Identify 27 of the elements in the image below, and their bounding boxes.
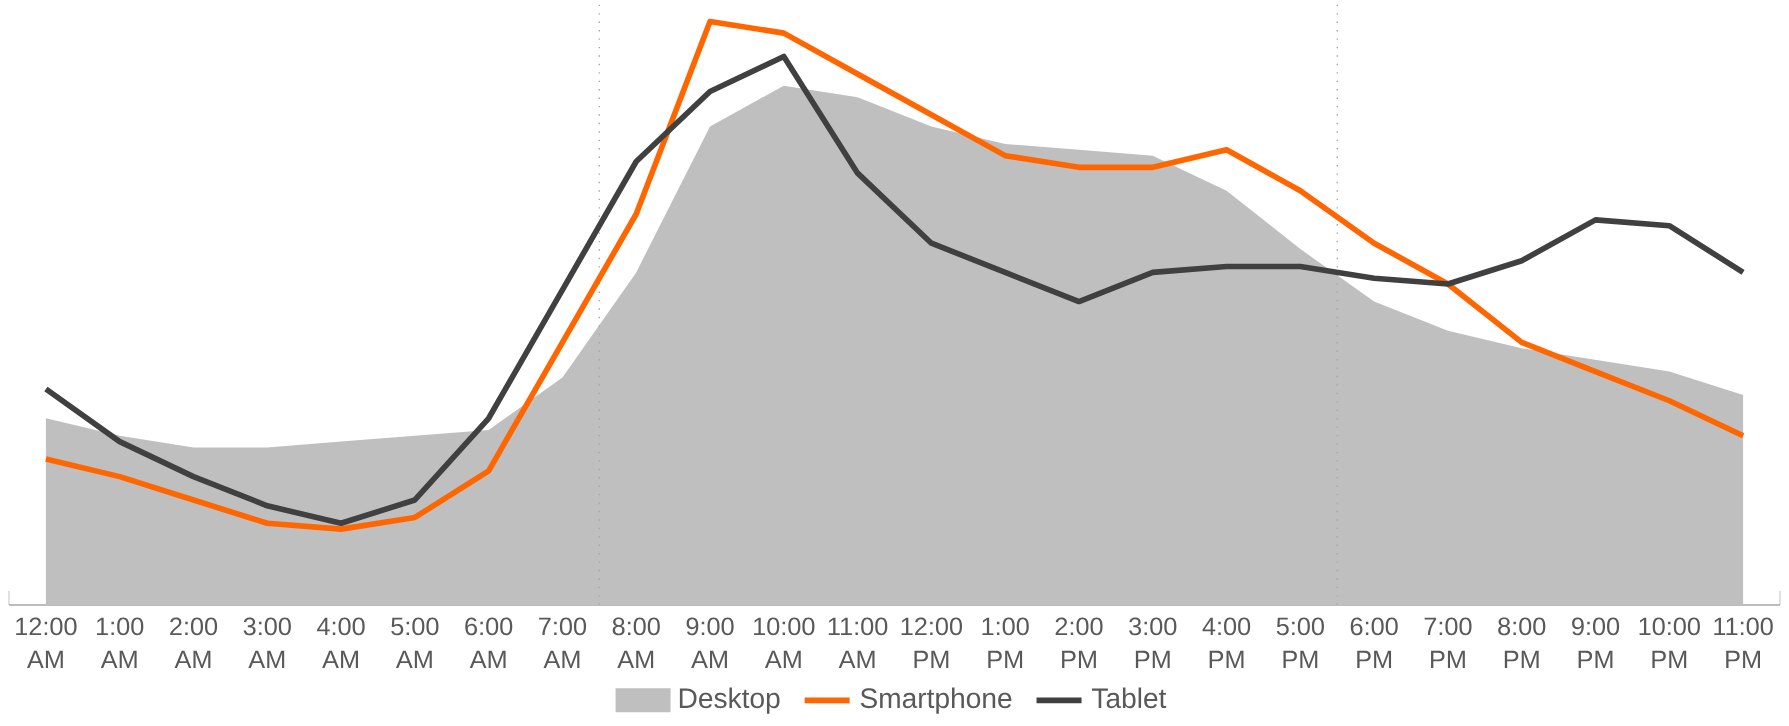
x-tick-label: 4:00 PM bbox=[1202, 617, 1251, 669]
x-tick-label: 2:00 AM bbox=[170, 617, 218, 669]
x-tick-label: 9:00 PM bbox=[1572, 617, 1620, 669]
x-tick-label: 3:00 AM bbox=[243, 617, 291, 669]
x-tick-label: 6:00 PM bbox=[1350, 617, 1398, 669]
x-tick-label: 1:00 PM bbox=[982, 617, 1029, 669]
x-tick-label: 8:00 AM bbox=[612, 617, 660, 669]
legend-label: Desktop bbox=[679, 687, 780, 714]
legend-label: Tablet bbox=[1091, 687, 1167, 709]
x-tick-label: 4:00 AM bbox=[317, 617, 365, 669]
x-tick-label: 2:00 PM bbox=[1055, 617, 1103, 669]
x-tick-label: 10:00 PM bbox=[1639, 617, 1700, 669]
x-tick-label: 12:00 AM bbox=[16, 617, 77, 669]
x-tick-label: 7:00 AM bbox=[539, 617, 587, 669]
x-tick-label: 6:00 AM bbox=[465, 617, 513, 669]
x-tick-label: 11:00 PM bbox=[1714, 617, 1773, 669]
x-tick-label: 1:00 AM bbox=[97, 617, 144, 669]
x-tick-label: 5:00 PM bbox=[1276, 617, 1324, 669]
x-tick-label: 10:00 AM bbox=[754, 617, 815, 669]
x-tick-label: 9:00 AM bbox=[686, 617, 734, 669]
x-tick-label: 5:00 AM bbox=[391, 617, 439, 669]
x-tick-label: 11:00 AM bbox=[828, 617, 888, 669]
x-tick-label: 8:00 PM bbox=[1498, 617, 1546, 669]
x-tick-label: 7:00 PM bbox=[1424, 617, 1472, 669]
legend-label: Smartphone bbox=[860, 687, 1012, 714]
x-tick-label: 3:00 PM bbox=[1129, 617, 1177, 669]
x-tick-label: 12:00 PM bbox=[901, 617, 963, 669]
